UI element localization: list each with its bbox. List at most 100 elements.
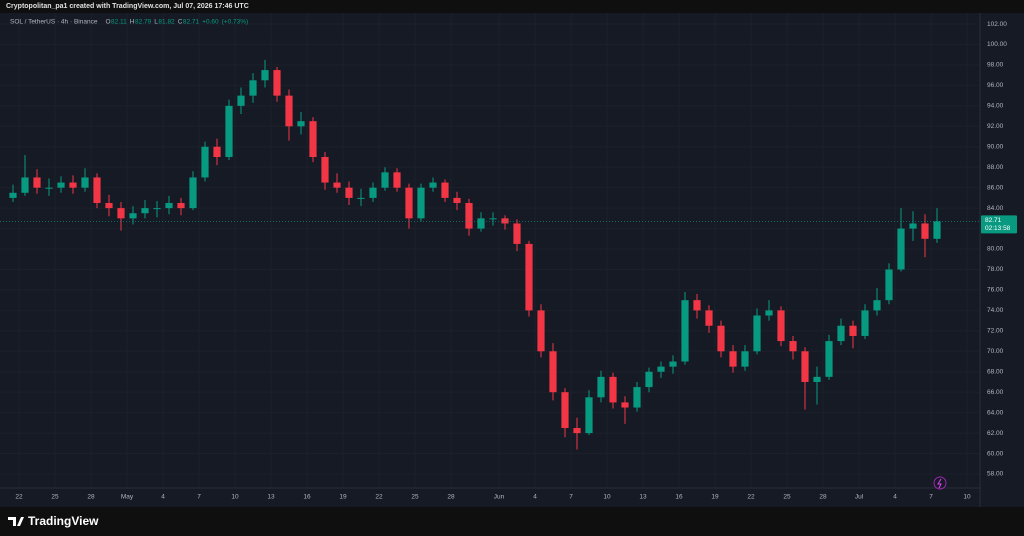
y-tick-label: 62.00 [987,430,1004,437]
candle-body [57,182,65,188]
last-price-tag [981,215,1017,234]
x-tick-label: 4 [161,494,165,501]
candle-body [597,376,605,398]
candle-body [513,223,521,244]
candle-body [429,182,437,188]
x-tick-label: 16 [303,494,311,501]
candle-body [189,177,197,209]
candle-body [261,70,269,81]
y-tick-label: 90.00 [987,143,1004,150]
y-tick-label: 72.00 [987,328,1004,335]
y-tick-label: 96.00 [987,82,1004,89]
chart-panel [0,13,1024,507]
candle-body [9,192,17,198]
candle-body [309,121,317,157]
candle-body [225,105,233,157]
candle-body [321,156,329,183]
candle-body [813,376,821,382]
y-tick-label: 70.00 [987,348,1004,355]
candle-body [789,341,797,352]
candle-body [345,187,353,198]
logo: TradingView [8,514,99,528]
brand: TradingView [28,514,99,528]
x-tick-label: 28 [87,494,95,501]
y-tick-label: 84.00 [987,205,1004,212]
candle-body [393,172,401,188]
x-tick-label: 28 [819,494,827,501]
legend-change: (+0.73%) [222,19,249,26]
candle-body [105,203,113,209]
x-tick-label: 19 [339,494,347,501]
candle-body [417,187,425,219]
candle-body [489,218,497,220]
y-tick-label: 74.00 [987,307,1004,314]
candle-body [609,376,617,403]
candle-body [129,213,137,219]
last-price-label: 82.71 [985,217,1002,224]
x-tick-label: 16 [675,494,683,501]
x-tick-label: 22 [747,494,755,501]
candle-body [885,269,893,301]
candle-body [297,121,305,127]
candle-body [657,366,665,372]
candle-body [645,371,653,388]
candle-body [801,351,809,382]
candle-body [201,146,209,178]
y-tick-label: 64.00 [987,409,1004,416]
x-tick-label: 19 [711,494,719,501]
symbol: SOL / TetherUS · 4h · Binance [10,19,98,26]
y-tick-label: 88.00 [987,164,1004,171]
x-tick-label: 28 [447,494,455,501]
candle-body [93,177,101,204]
x-tick-label: 13 [267,494,275,501]
x-tick-label: Jul [855,494,864,501]
candle-body [237,95,245,106]
alert-icon[interactable] [933,476,947,490]
legend-key: C [178,19,183,26]
x-tick-label: 7 [569,494,573,501]
x-tick-label: 22 [15,494,23,501]
caption: Cryptopolitan_pa1 created with TradingVi… [6,3,249,10]
candle-body [369,187,377,198]
y-tick-label: 68.00 [987,368,1004,375]
candle-body [273,70,281,96]
x-tick-label: 25 [51,494,59,501]
candle-body [729,351,737,367]
y-tick-label: 58.00 [987,471,1004,478]
candle-body [837,325,845,342]
candle-body [465,203,473,229]
candle-body [921,223,929,239]
countdown: 02:13:58 [985,225,1011,232]
legend-key: O [105,19,110,26]
y-tick-label: 76.00 [987,287,1004,294]
x-tick-label: 13 [639,494,647,501]
candle-body [405,187,413,219]
y-tick-label: 98.00 [987,62,1004,69]
candle-body [765,310,773,316]
x-tick-label: 25 [411,494,419,501]
logo-mark [8,517,24,526]
candle-body [873,300,881,311]
y-tick-label: 92.00 [987,123,1004,130]
candle-body [585,397,593,434]
x-tick-label: 22 [375,494,383,501]
candle-body [141,208,149,214]
y-tick-label: 60.00 [987,450,1004,457]
y-tick-label: 102.00 [987,21,1007,28]
candle-body [717,325,725,352]
legend-value: 82.79 [135,19,152,26]
alert-bolt [937,478,942,489]
candle-body [45,187,53,189]
candle-body [621,402,629,408]
candle-body [81,177,89,188]
candle-body [561,392,569,428]
candle-body [177,203,185,209]
y-tick-label: 86.00 [987,184,1004,191]
candle-body [381,172,389,188]
candle-body [633,387,641,408]
x-tick-label: 4 [893,494,897,501]
legend-change: +0.60 [202,19,219,26]
candle-body [777,310,785,342]
candle-body [693,300,701,311]
x-tick-label: 10 [603,494,611,501]
